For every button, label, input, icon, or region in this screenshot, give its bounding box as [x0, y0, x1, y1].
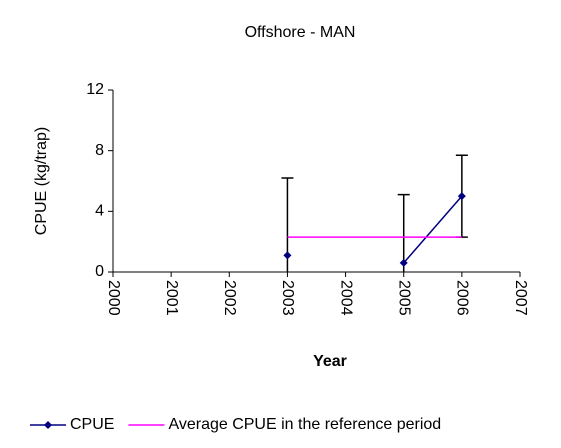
y-axis-label: CPUE (kg/trap)	[33, 127, 50, 235]
x-tick-label: 2006	[454, 280, 471, 316]
chart-title: Offshore - MAN	[245, 24, 356, 41]
x-tick-label: 2005	[395, 280, 412, 316]
marker	[457, 192, 466, 201]
x-tick-label: 2000	[105, 280, 122, 316]
y-tick-label: 8	[95, 142, 104, 159]
marker	[283, 251, 292, 260]
x-tick-label: 2003	[279, 280, 296, 316]
marker	[399, 258, 408, 267]
plot-area	[281, 154, 468, 272]
y-tick-label: 4	[95, 203, 104, 220]
legend-label: Average CPUE in the reference period	[168, 416, 441, 433]
x-axis-label: Year	[313, 353, 347, 370]
series-line	[403, 195, 463, 264]
y-tick-label: 0	[95, 263, 104, 280]
x-tick-label: 2001	[163, 280, 180, 316]
x-tick-label: 2007	[512, 280, 529, 316]
legend-label: CPUE	[70, 416, 114, 433]
y-tick-label: 12	[86, 81, 104, 98]
x-tick-label: 2004	[337, 280, 354, 316]
x-tick-label: 2002	[221, 280, 238, 316]
legend-marker	[44, 421, 52, 429]
